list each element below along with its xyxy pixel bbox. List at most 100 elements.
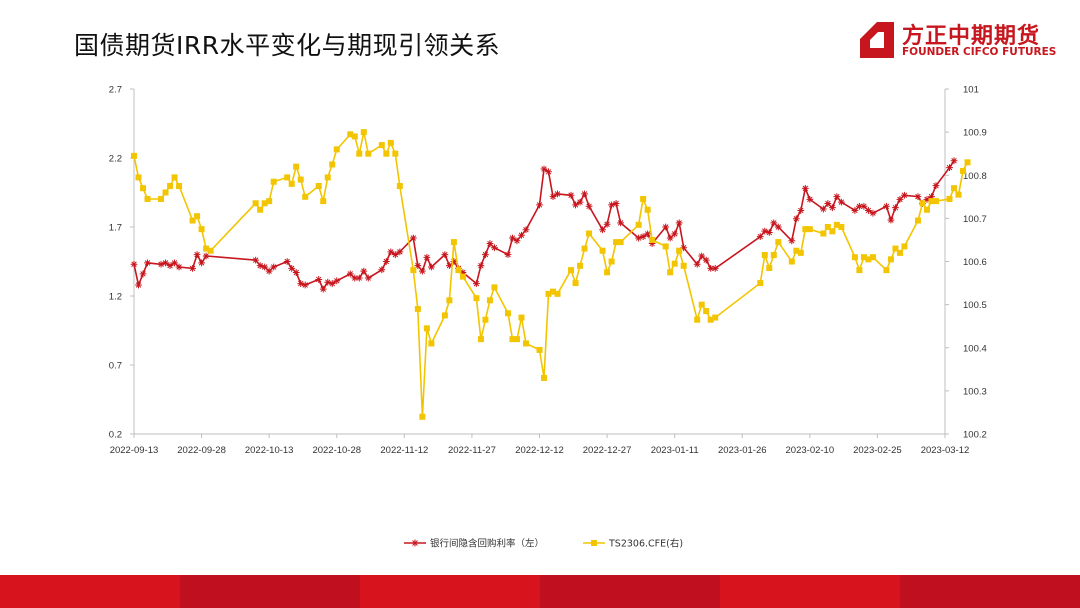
irr-price-chart: 0.2 0.7 1.2 1.7 2.2 2.7 100.2 100.3 100.4 100.5 10… bbox=[109, 85, 987, 550]
y-left-tick-label: 2.7 bbox=[109, 85, 122, 96]
series-point-1 bbox=[788, 258, 795, 265]
series-point-1 bbox=[770, 252, 777, 259]
y-right-tick-label: 101 bbox=[963, 85, 979, 96]
x-tick-label: 2023-03-12 bbox=[921, 445, 970, 456]
series-point-1 bbox=[901, 243, 908, 250]
series-point-0 bbox=[851, 207, 859, 214]
series-point-1 bbox=[257, 206, 264, 213]
series-point-0 bbox=[603, 220, 611, 228]
series-point-0 bbox=[382, 258, 390, 265]
series-point-1 bbox=[252, 200, 259, 207]
series-point-1 bbox=[131, 152, 137, 159]
series-point-0 bbox=[612, 200, 620, 207]
series-point-0 bbox=[567, 191, 575, 199]
series-point-1 bbox=[522, 340, 529, 347]
series-point-1 bbox=[613, 239, 620, 246]
series-point-0 bbox=[171, 259, 178, 267]
series-point-1 bbox=[568, 267, 575, 274]
series-point-1 bbox=[640, 195, 647, 202]
series-point-1 bbox=[644, 206, 651, 213]
series-point-0 bbox=[364, 274, 372, 282]
series-point-1 bbox=[608, 258, 615, 265]
series-point-0 bbox=[324, 278, 332, 286]
footer-segment bbox=[720, 575, 900, 608]
series-point-1 bbox=[896, 249, 903, 256]
company-logo: 方正中期期货 FOUNDER CIFCO FUTURES bbox=[858, 18, 1058, 64]
legend-marker-1 bbox=[591, 540, 597, 546]
series-point-0 bbox=[648, 240, 656, 247]
series-point-1 bbox=[288, 180, 295, 187]
series-point-0 bbox=[554, 190, 561, 198]
series-point-1 bbox=[869, 254, 876, 261]
x-tick-label: 2023-02-25 bbox=[853, 445, 902, 456]
series-point-1 bbox=[707, 316, 714, 323]
series-point-0 bbox=[644, 230, 652, 238]
series-point-1 bbox=[793, 247, 800, 254]
series-point-1 bbox=[946, 195, 953, 202]
series-point-0 bbox=[608, 201, 615, 209]
series-point-1 bbox=[766, 264, 773, 271]
series-point-1 bbox=[671, 260, 678, 267]
series-point-0 bbox=[135, 281, 142, 289]
series-point-1 bbox=[270, 178, 277, 185]
series-point-0 bbox=[270, 263, 278, 271]
series-point-0 bbox=[869, 209, 877, 217]
series-point-0 bbox=[387, 248, 395, 256]
series-point-0 bbox=[901, 191, 908, 199]
footer-band bbox=[0, 575, 1080, 608]
series-point-0 bbox=[491, 244, 498, 252]
series-point-0 bbox=[711, 265, 719, 272]
series-point-0 bbox=[175, 263, 183, 271]
series-point-1 bbox=[703, 308, 710, 315]
y-left-tick-label: 0.2 bbox=[109, 430, 122, 441]
series-point-0 bbox=[162, 259, 169, 267]
series-point-0 bbox=[806, 196, 814, 203]
series-point-1 bbox=[649, 236, 656, 243]
series-point-1 bbox=[694, 316, 701, 323]
series-point-0 bbox=[828, 204, 836, 212]
series-point-1 bbox=[914, 217, 921, 224]
series-point-0 bbox=[946, 164, 953, 172]
series-point-1 bbox=[135, 174, 142, 181]
series-point-0 bbox=[923, 196, 931, 203]
series-point-0 bbox=[391, 251, 399, 258]
series-point-1 bbox=[347, 131, 354, 138]
series-point-0 bbox=[855, 202, 863, 210]
x-tick-label: 2022-12-27 bbox=[583, 445, 632, 456]
series-point-1 bbox=[189, 217, 196, 224]
series-point-0 bbox=[756, 233, 764, 241]
series-point-1 bbox=[856, 267, 863, 274]
series-point-0 bbox=[536, 201, 543, 209]
series-point-1 bbox=[698, 301, 705, 308]
series-point-1 bbox=[261, 200, 268, 207]
series-point-1 bbox=[203, 245, 210, 252]
series-point-1 bbox=[441, 312, 448, 319]
series-point-0 bbox=[617, 219, 624, 227]
series-point-1 bbox=[545, 290, 552, 297]
series-point-0 bbox=[292, 269, 300, 276]
series-point-1 bbox=[392, 150, 399, 157]
x-tick-label: 2022-11-12 bbox=[380, 445, 428, 456]
series-line-1 bbox=[133, 131, 969, 417]
series-point-0 bbox=[283, 258, 291, 265]
series-point-1 bbox=[550, 288, 557, 295]
series-point-0 bbox=[662, 223, 670, 231]
series-point-1 bbox=[919, 200, 926, 207]
series-point-1 bbox=[775, 239, 782, 246]
series-point-1 bbox=[883, 267, 890, 274]
series-point-0 bbox=[671, 230, 679, 238]
series-point-1 bbox=[518, 314, 525, 321]
series-point-1 bbox=[423, 325, 430, 332]
series-point-1 bbox=[360, 129, 367, 136]
series-point-1 bbox=[572, 280, 579, 287]
series-point-0 bbox=[396, 248, 404, 256]
series-point-1 bbox=[541, 374, 548, 381]
series-point-1 bbox=[604, 269, 611, 276]
series-point-0 bbox=[315, 276, 323, 283]
series-point-1 bbox=[797, 249, 804, 256]
series-point-1 bbox=[482, 316, 489, 323]
logo-name-en: FOUNDER CIFCO FUTURES bbox=[902, 46, 1057, 58]
series-point-0 bbox=[666, 234, 674, 242]
series-point-0 bbox=[441, 251, 449, 258]
series-point-0 bbox=[261, 263, 269, 271]
